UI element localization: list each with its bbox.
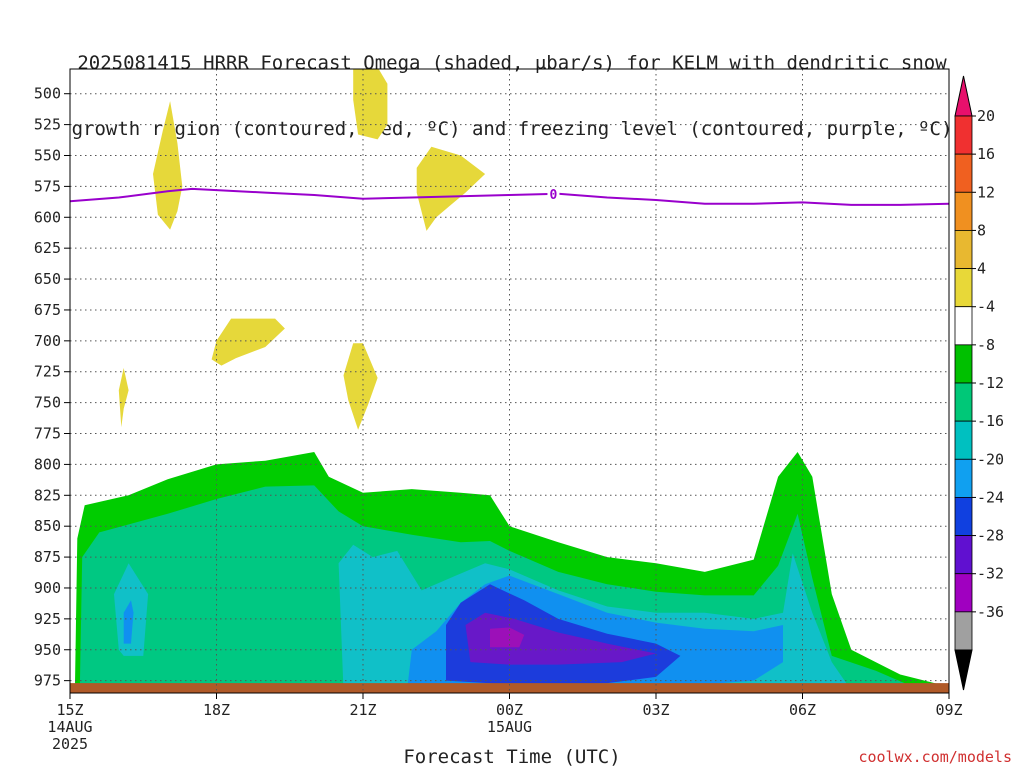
colorbar-label-9: -20 (977, 450, 1004, 468)
colorbar-label-1: 16 (977, 145, 995, 163)
colorbar-label-4: 4 (977, 260, 986, 278)
y-tick-label-600: 600 (34, 208, 61, 226)
y-tick-label-950: 950 (34, 641, 61, 659)
x-tick-date-9: 15AUG (487, 718, 532, 736)
colorbar-box-0 (954, 115, 973, 155)
omega-region-8 (490, 627, 525, 648)
y-tick-label-775: 775 (34, 425, 61, 443)
y-tick-label-975: 975 (34, 672, 61, 690)
y-tick-label-675: 675 (34, 301, 61, 319)
ground-surface (70, 683, 949, 693)
colorbar-top-arrow (954, 75, 973, 117)
colorbar-bottom-arrow (954, 649, 973, 691)
colorbar-label-12: -32 (977, 565, 1004, 583)
y-tick-label-525: 525 (34, 116, 61, 134)
omega-region-7 (465, 612, 656, 665)
y-tick-label-925: 925 (34, 610, 61, 628)
colorbar-box-4 (954, 268, 973, 308)
colorbar-box-2 (954, 191, 973, 231)
y-tick-label-750: 750 (34, 394, 61, 412)
colorbar-box-9 (954, 458, 973, 498)
omega-region-4 (123, 600, 134, 644)
colorbar-label-2: 12 (977, 183, 995, 201)
colorbar-box-6 (954, 344, 973, 384)
omega-region-12 (211, 318, 285, 366)
y-tick-label-800: 800 (34, 455, 61, 473)
colorbar-label-13: -36 (977, 603, 1004, 621)
y-tick-label-725: 725 (34, 363, 61, 381)
x-tick-label-15: 06Z (789, 701, 816, 719)
omega-region-9 (153, 101, 183, 230)
colorbar-label-0: 20 (977, 107, 995, 125)
y-tick-label-500: 500 (34, 85, 61, 103)
plot-area: 0 (70, 69, 949, 693)
colorbar-label-7: -12 (977, 374, 1004, 392)
y-tick-label-825: 825 (34, 486, 61, 504)
x-tick-year-0: 2025 (52, 735, 88, 753)
colorbar-box-5 (954, 306, 973, 346)
y-tick-label-875: 875 (34, 548, 61, 566)
x-tick-date-0: 14AUG (47, 718, 92, 736)
omega-region-10 (353, 69, 388, 140)
colorbar-label-3: 8 (977, 221, 986, 239)
colorbar-box-3 (954, 230, 973, 269)
colorbar-box-1 (954, 153, 973, 193)
y-tick-label-900: 900 (34, 579, 61, 597)
colorbar-label-8: -16 (977, 412, 1004, 430)
omega-region-13 (118, 368, 129, 428)
y-tick-label-575: 575 (34, 177, 61, 195)
y-tick-label-625: 625 (34, 239, 61, 257)
colorbar-label-6: -8 (977, 336, 995, 354)
freezing-level-label-bg (547, 186, 560, 201)
colorbar-label-10: -24 (977, 488, 1004, 506)
freezing-level-line (70, 187, 949, 206)
colorbar-box-13 (954, 611, 973, 651)
colorbar-box-7 (954, 382, 973, 422)
colorbar-box-11 (954, 535, 973, 575)
y-tick-label-550: 550 (34, 146, 61, 164)
x-tick-label-6: 21Z (349, 701, 376, 719)
colorbar-label-11: -28 (977, 527, 1004, 545)
freezing-level-label: 0 (550, 188, 558, 203)
x-tick-label-12: 03Z (642, 701, 669, 719)
x-tick-label-3: 18Z (203, 701, 230, 719)
y-tick-label-700: 700 (34, 332, 61, 350)
colorbar-box-12 (954, 573, 973, 613)
x-tick-label-0: 15Z (56, 701, 83, 719)
site-credit: coolwx.com/models (858, 748, 1012, 766)
colorbar-label-5: -4 (977, 298, 995, 316)
x-tick-label-18: 09Z (935, 701, 962, 719)
x-tick-label-9: 00Z (496, 701, 523, 719)
y-tick-label-650: 650 (34, 270, 61, 288)
y-tick-label-850: 850 (34, 517, 61, 535)
x-axis-label: Forecast Time (UTC) (403, 746, 621, 768)
colorbar-box-10 (954, 497, 973, 536)
colorbar-box-8 (954, 420, 973, 460)
omega-region-14 (343, 343, 378, 430)
omega-region-11 (416, 146, 486, 231)
